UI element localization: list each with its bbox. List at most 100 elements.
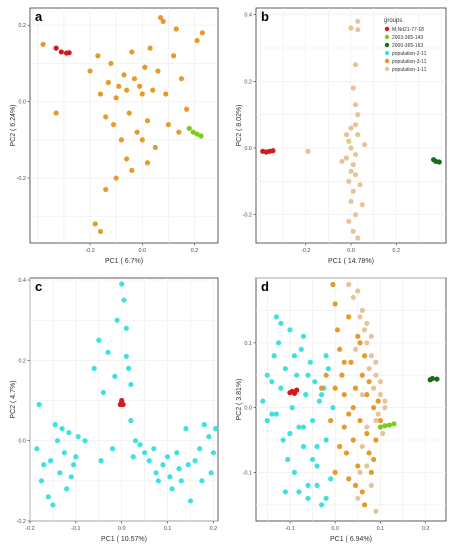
x-tick-label: 0.1 xyxy=(377,526,385,532)
data-point xyxy=(147,45,153,51)
y-tick-label: 0.1 xyxy=(244,341,252,347)
data-point xyxy=(95,53,101,59)
data-point xyxy=(129,167,135,173)
data-point xyxy=(160,462,166,468)
data-point xyxy=(436,159,442,165)
data-point xyxy=(167,474,173,480)
data-point xyxy=(169,486,175,492)
data-point xyxy=(355,463,361,469)
data-point xyxy=(185,462,191,468)
data-point xyxy=(355,18,361,24)
data-point xyxy=(164,454,171,460)
legend-swatch xyxy=(384,26,390,32)
data-point xyxy=(348,198,354,204)
data-point xyxy=(291,353,298,359)
data-point xyxy=(373,372,379,378)
data-point xyxy=(359,202,365,208)
x-axis-label: PC1 ( 10.57%) xyxy=(101,536,147,543)
data-point xyxy=(357,314,363,320)
data-point xyxy=(355,495,361,501)
panel-letter: d xyxy=(261,279,269,294)
data-point xyxy=(117,401,123,408)
legend-swatch xyxy=(384,58,390,64)
data-point xyxy=(199,30,205,36)
data-point xyxy=(391,421,397,427)
data-point xyxy=(364,320,370,326)
data-point xyxy=(105,79,111,86)
data-point xyxy=(366,379,372,385)
data-point xyxy=(352,482,359,488)
data-point xyxy=(126,110,132,116)
data-point xyxy=(173,26,179,32)
data-point xyxy=(269,379,275,385)
data-point xyxy=(123,325,129,331)
data-point xyxy=(116,83,122,89)
data-point xyxy=(144,118,151,124)
data-point xyxy=(45,494,51,500)
data-point xyxy=(348,359,354,365)
x-tick-label: 0.1 xyxy=(164,526,172,532)
data-point xyxy=(346,178,352,184)
data-point xyxy=(137,83,143,89)
data-point xyxy=(357,469,363,475)
data-point xyxy=(323,495,329,501)
data-point xyxy=(291,469,298,475)
data-point xyxy=(176,466,182,472)
data-point xyxy=(366,366,372,372)
x-tick-label: 0.2 xyxy=(392,248,400,254)
panel-letter: b xyxy=(261,9,269,24)
data-point xyxy=(289,405,295,411)
y-tick-label: 0.0 xyxy=(244,406,252,412)
data-point xyxy=(198,133,204,139)
data-point xyxy=(352,346,359,352)
data-point xyxy=(318,385,325,391)
data-point xyxy=(350,405,356,411)
data-point xyxy=(352,212,359,218)
data-point xyxy=(386,422,393,428)
plot-area xyxy=(255,277,447,522)
data-point xyxy=(187,498,194,504)
data-point xyxy=(318,502,325,508)
data-point xyxy=(346,281,352,288)
data-point xyxy=(192,458,198,464)
data-point xyxy=(53,45,59,51)
data-point xyxy=(377,417,384,424)
data-point xyxy=(294,387,300,393)
data-point xyxy=(359,489,365,495)
data-point xyxy=(309,417,316,424)
data-point xyxy=(364,340,370,346)
data-point xyxy=(273,411,279,417)
x-tick-label: 0.0 xyxy=(118,526,126,532)
legend-label: population-2-11 xyxy=(392,51,427,57)
data-point xyxy=(100,389,106,396)
data-point xyxy=(343,155,350,161)
data-point xyxy=(361,502,368,508)
data-point xyxy=(314,463,320,469)
data-point xyxy=(364,424,370,430)
data-point xyxy=(121,72,127,78)
x-tick-label: -0.1 xyxy=(285,526,294,532)
x-axis-label: PC1 ( 6.7%) xyxy=(105,258,143,265)
data-point xyxy=(350,437,356,443)
data-point xyxy=(119,281,125,287)
data-point xyxy=(174,450,180,456)
data-point xyxy=(178,76,185,82)
data-point xyxy=(346,138,352,144)
legend-label: 2003-365-143 xyxy=(392,35,423,41)
data-point xyxy=(359,372,365,378)
y-tick-label: 0.4 xyxy=(18,278,26,284)
y-tick-label: 0.0 xyxy=(18,100,26,106)
data-point xyxy=(108,60,114,67)
y-tick-label: 0.4 xyxy=(244,13,252,19)
panel-letter: c xyxy=(35,279,42,294)
data-point xyxy=(346,314,352,320)
data-point xyxy=(429,375,436,382)
y-axis-label: PC2 ( 4.7%) xyxy=(10,380,17,418)
data-point xyxy=(157,14,164,21)
data-point xyxy=(373,417,379,424)
data-point xyxy=(125,365,132,371)
data-point xyxy=(371,405,377,411)
data-point xyxy=(190,129,196,135)
data-point xyxy=(330,281,336,288)
